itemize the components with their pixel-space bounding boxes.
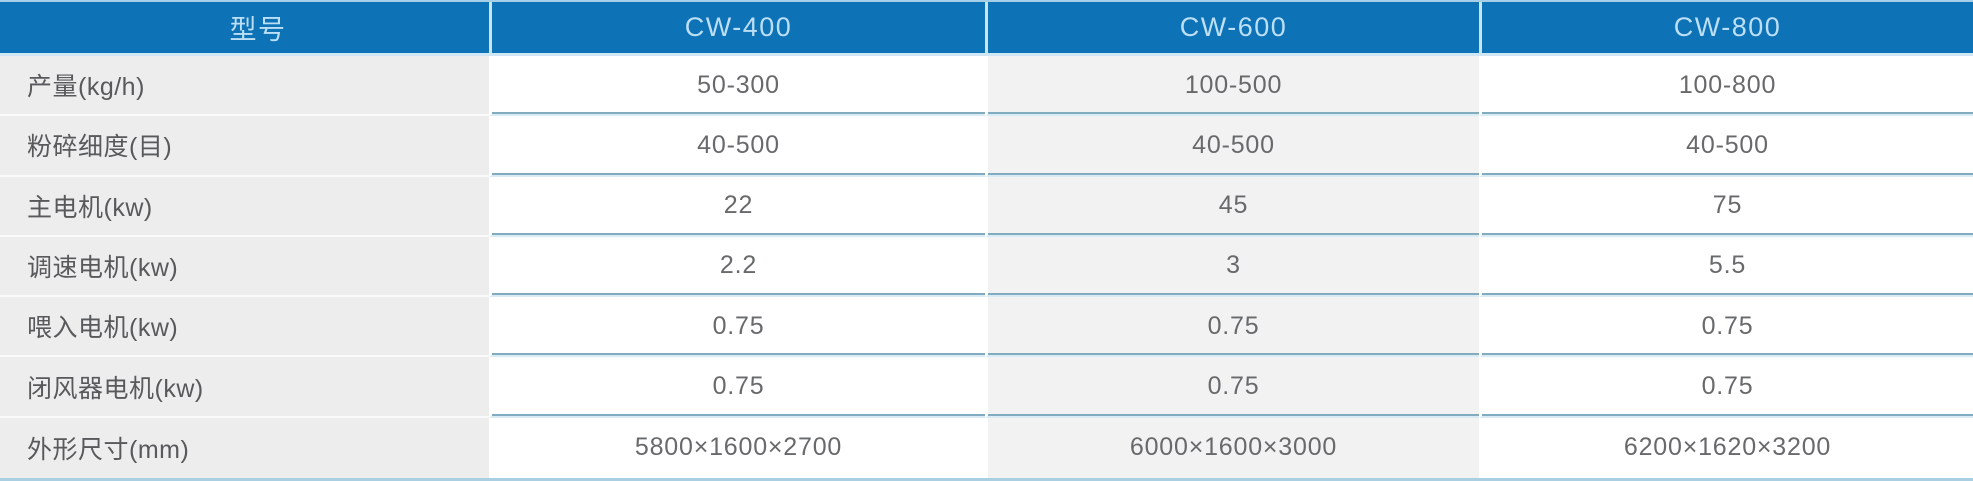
cell-value: 0.75	[1479, 357, 1973, 418]
row-label: 闭风器电机(kw)	[0, 357, 489, 418]
cell-value: 100-800	[1479, 56, 1973, 117]
cell-value: 22	[489, 176, 985, 237]
cell-value: 40-500	[489, 116, 985, 177]
cell-value: 5800×1600×2700	[489, 417, 985, 478]
cell-value: 0.75	[1479, 297, 1973, 358]
table-row: 粉碎细度(目) 40-500 40-500 40-500	[0, 116, 1973, 177]
table-row: 主电机(kw) 22 45 75	[0, 176, 1973, 237]
row-label: 调速电机(kw)	[0, 236, 489, 298]
cell-value: 3	[985, 236, 1479, 298]
cell-value: 75	[1479, 176, 1973, 237]
table-row: 外形尺寸(mm) 5800×1600×2700 6000×1600×3000 6…	[0, 417, 1973, 478]
cell-value: 50-300	[489, 56, 985, 117]
cell-value: 0.75	[489, 297, 985, 358]
table-row: 调速电机(kw) 2.2 3 5.5	[0, 236, 1973, 298]
table-body: 产量(kg/h) 50-300 100-500 100-800 粉碎细度(目) …	[0, 56, 1973, 478]
table-row: 产量(kg/h) 50-300 100-500 100-800	[0, 56, 1973, 117]
row-label: 外形尺寸(mm)	[0, 417, 489, 478]
column-header-cw400: CW-400	[489, 2, 985, 53]
cell-value: 0.75	[985, 297, 1479, 358]
row-label: 主电机(kw)	[0, 176, 489, 237]
column-header-model: 型号	[0, 2, 489, 53]
cell-value: 5.5	[1479, 236, 1973, 298]
row-label: 喂入电机(kw)	[0, 297, 489, 358]
table-row: 喂入电机(kw) 0.75 0.75 0.75	[0, 297, 1973, 358]
column-header-cw800: CW-800	[1479, 2, 1973, 53]
row-label: 粉碎细度(目)	[0, 116, 489, 177]
cell-value: 40-500	[1479, 116, 1973, 177]
table-header-row: 型号 CW-400 CW-600 CW-800	[0, 2, 1973, 56]
cell-value: 6200×1620×3200	[1479, 417, 1973, 478]
cell-value: 0.75	[489, 357, 985, 418]
cell-value: 40-500	[985, 116, 1479, 177]
cell-value: 100-500	[985, 56, 1479, 117]
cell-value: 45	[985, 176, 1479, 237]
cell-value: 6000×1600×3000	[985, 417, 1479, 478]
table-row: 闭风器电机(kw) 0.75 0.75 0.75	[0, 357, 1973, 418]
column-header-cw600: CW-600	[985, 2, 1479, 53]
cell-value: 2.2	[489, 236, 985, 298]
row-label: 产量(kg/h)	[0, 56, 489, 117]
cell-value: 0.75	[985, 357, 1479, 418]
